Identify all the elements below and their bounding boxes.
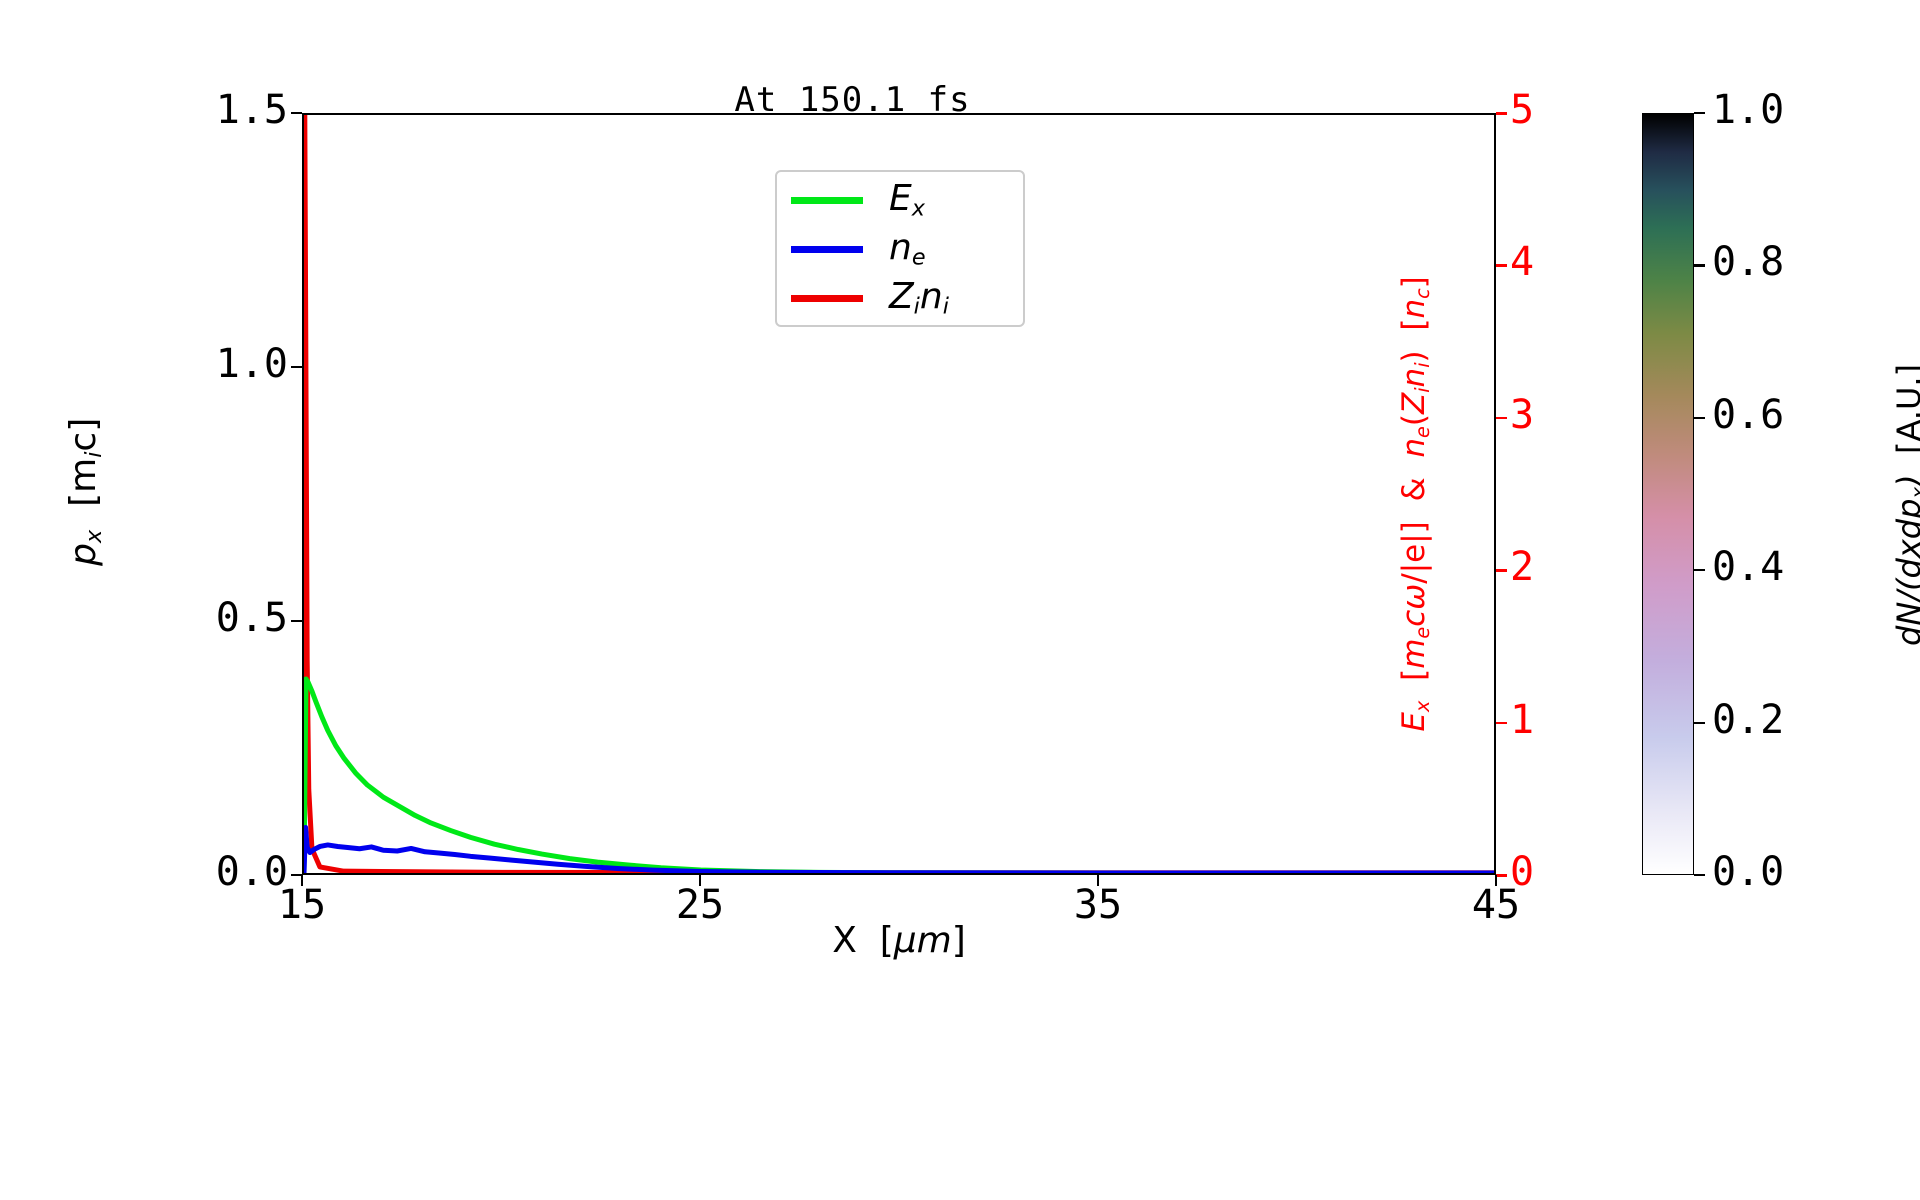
colorbar-tick-label: 1.0 xyxy=(1712,87,1785,133)
colorbar-tick-mark xyxy=(1694,416,1705,419)
y-axis-left-label: px [mic] xyxy=(63,417,107,566)
y-axis-right-tick-label: 3 xyxy=(1510,391,1535,438)
y-axis-right-label: Ex [mecω/|e|] & ne(Zini) [nc] xyxy=(1396,276,1434,732)
series-line-ne xyxy=(304,828,1494,873)
y-axis-left-tick-label: 0.5 xyxy=(215,595,288,641)
legend-item-zini[interactable]: Zini xyxy=(791,275,1013,321)
y-axis-left-tick-mark xyxy=(291,366,302,369)
colorbar-tick-label: 0.2 xyxy=(1712,696,1785,743)
y-axis-right-tick-mark xyxy=(1496,264,1507,267)
x-axis-tick-label: 15 xyxy=(277,882,327,928)
x-axis-tick-mark xyxy=(301,875,304,886)
x-axis-tick-label: 25 xyxy=(675,882,725,928)
y-axis-left-tick-label: 0.0 xyxy=(215,849,288,895)
colorbar-tick-mark xyxy=(1694,721,1705,724)
y-axis-right-tick-mark xyxy=(1496,874,1507,877)
x-axis-tick-mark xyxy=(699,875,702,886)
legend-label-ne: ne xyxy=(889,227,926,271)
y-axis-left-tick-mark xyxy=(291,620,302,623)
colorbar-tick-label: 0.4 xyxy=(1712,544,1785,591)
legend-box[interactable]: Ex ne Zini xyxy=(775,170,1025,327)
legend-swatch-zini xyxy=(791,294,863,302)
y-axis-left-tick-mark xyxy=(291,874,302,877)
y-axis-right-tick-mark xyxy=(1496,569,1507,572)
colorbar-tick-mark xyxy=(1694,874,1705,877)
y-axis-right-tick-label: 0 xyxy=(1510,849,1535,895)
legend-item-ne[interactable]: ne xyxy=(791,226,1013,272)
y-axis-right-tick-mark xyxy=(1496,721,1507,725)
curves-layer xyxy=(304,115,1494,873)
y-axis-left-tick-mark xyxy=(291,112,302,115)
series-line-zini xyxy=(304,115,1494,873)
y-axis-right-tick-label: 1 xyxy=(1510,696,1535,743)
legend-item-ex[interactable]: Ex xyxy=(791,177,1013,223)
colorbar-tick-label: 0.0 xyxy=(1712,849,1785,895)
y-axis-right-tick-mark xyxy=(1496,112,1507,115)
colorbar-tick-mark xyxy=(1694,264,1705,267)
x-axis-tick-label: 35 xyxy=(1073,882,1123,928)
colorbar[interactable] xyxy=(1642,113,1694,875)
colorbar-label: dN/(dxdpx) [A.U.] xyxy=(1890,363,1920,646)
y-axis-right-tick-label: 4 xyxy=(1510,239,1535,286)
colorbar-tick-mark xyxy=(1694,569,1705,572)
colorbar-tick-label: 0.8 xyxy=(1712,239,1785,286)
y-axis-right-tick-label: 2 xyxy=(1510,544,1535,591)
colorbar-tick-mark xyxy=(1694,112,1705,115)
series-line-ex xyxy=(304,679,1494,873)
x-axis-tick-label: 45 xyxy=(1471,882,1521,928)
legend-swatch-ne xyxy=(791,245,863,253)
x-axis-tick-mark xyxy=(1495,875,1498,886)
legend-swatch-ex xyxy=(791,196,863,204)
y-axis-right-tick-mark xyxy=(1496,416,1507,420)
legend-label-ex: Ex xyxy=(889,178,925,222)
x-axis-tick-mark xyxy=(1097,875,1100,886)
colorbar-gradient xyxy=(1643,114,1693,874)
y-axis-right-tick-label: 5 xyxy=(1510,87,1535,133)
legend-label-zini: Zini xyxy=(889,276,949,320)
y-axis-left-tick-label: 1.5 xyxy=(215,87,288,133)
x-axis-label: X [μm] xyxy=(832,920,966,961)
colorbar-tick-label: 0.6 xyxy=(1712,391,1785,438)
y-axis-left-tick-label: 1.0 xyxy=(215,341,288,387)
